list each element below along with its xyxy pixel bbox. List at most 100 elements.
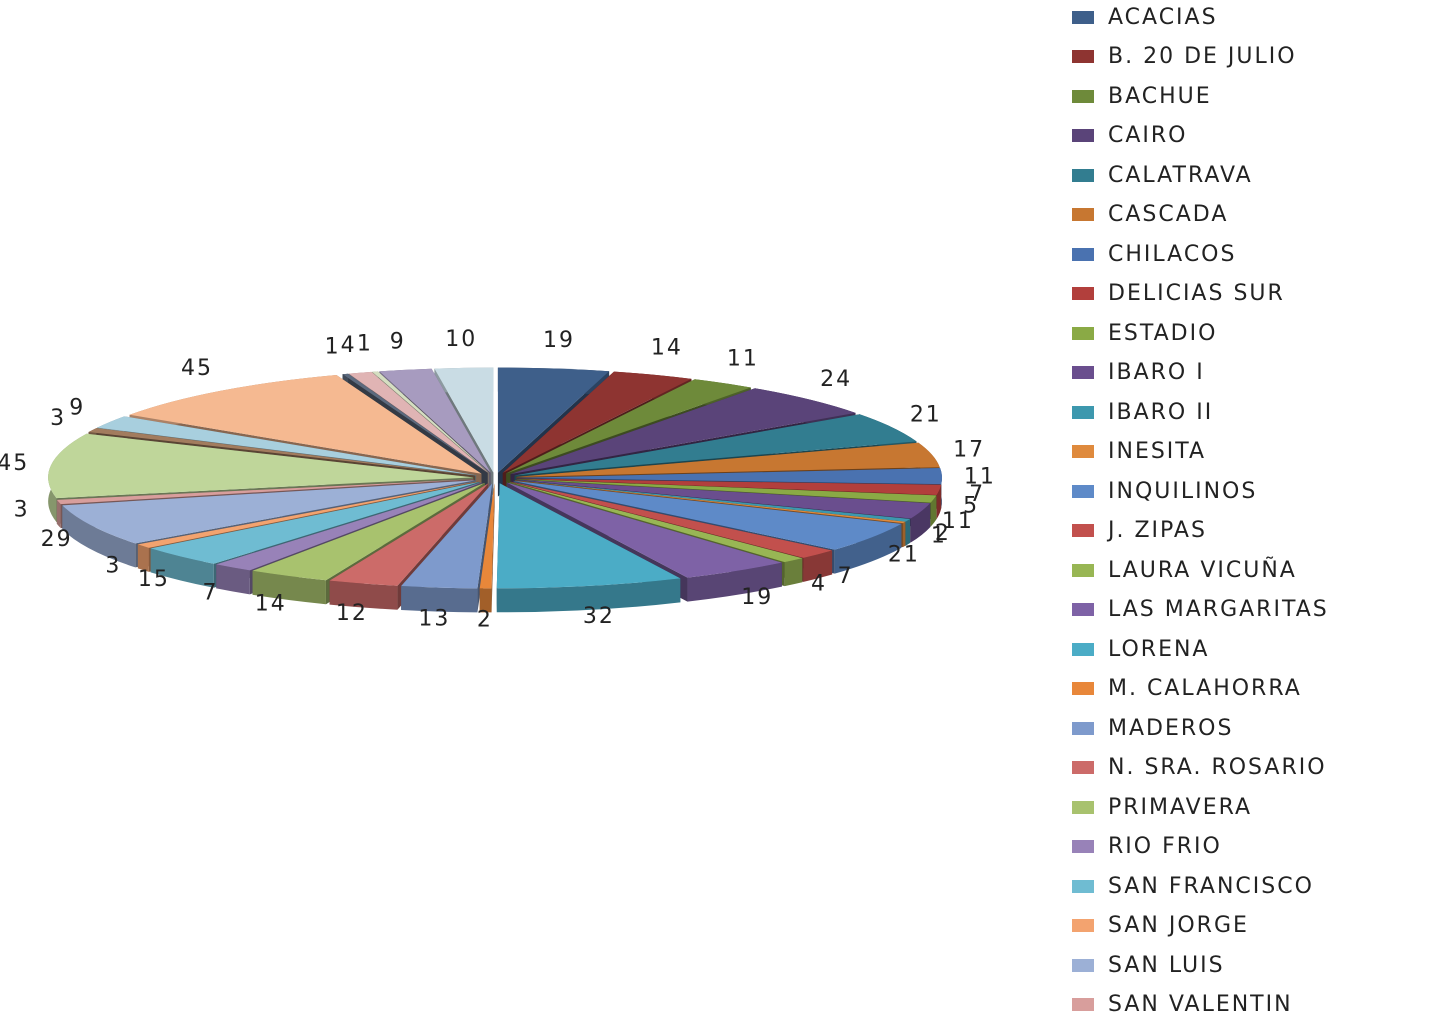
data-label: 11 bbox=[964, 465, 996, 490]
legend-item: ESTADIO bbox=[1072, 318, 1217, 348]
legend-label: INESITA bbox=[1108, 439, 1207, 464]
legend-swatch bbox=[1072, 524, 1094, 537]
pie-slice-rim bbox=[930, 495, 937, 527]
data-label: 9 bbox=[390, 329, 406, 354]
pie-slice-rim bbox=[137, 544, 149, 572]
pie-slice-rim bbox=[496, 578, 681, 613]
data-label: 29 bbox=[41, 527, 73, 552]
pie-slice-top bbox=[48, 433, 474, 499]
pie-slice-top bbox=[515, 479, 931, 519]
pie-slice-top bbox=[379, 368, 491, 473]
data-label: 19 bbox=[741, 585, 773, 610]
legend-label: CASCADA bbox=[1108, 202, 1229, 227]
pie-slice bbox=[496, 483, 681, 613]
data-label: 7 bbox=[838, 564, 854, 589]
data-label: 32 bbox=[583, 604, 615, 629]
pie-slice-top bbox=[506, 482, 782, 578]
legend-swatch bbox=[1072, 287, 1094, 300]
legend-swatch bbox=[1072, 642, 1094, 656]
legend-label: ESTADIO bbox=[1108, 320, 1218, 346]
data-label: 3 bbox=[50, 406, 66, 431]
pie-slice-rim bbox=[905, 518, 911, 546]
legend-item: M. CALAHORRA bbox=[1072, 674, 1302, 704]
data-label: 1 bbox=[325, 335, 341, 360]
legend-swatch bbox=[1072, 168, 1094, 182]
legend-item: LAURA VICUÑA bbox=[1072, 555, 1297, 585]
legend-label: LAS MARGARITAS bbox=[1108, 597, 1329, 622]
data-label: 14 bbox=[255, 592, 287, 617]
legend-swatch bbox=[1072, 879, 1094, 893]
pie-slice-top bbox=[516, 479, 937, 503]
legend-label: SAN LUIS bbox=[1108, 952, 1225, 978]
pie-slice-top bbox=[510, 388, 856, 475]
legend-swatch bbox=[1072, 445, 1094, 458]
data-label: 21 bbox=[910, 403, 942, 428]
data-label: 9 bbox=[69, 396, 85, 421]
pie-slice-top bbox=[502, 371, 692, 473]
legend-swatch bbox=[1072, 484, 1094, 498]
legend-swatch bbox=[1072, 682, 1094, 695]
pie-slice-top bbox=[515, 480, 906, 524]
pie-slice-rim bbox=[150, 548, 214, 588]
pie-slice-top bbox=[62, 480, 476, 544]
data-label: 21 bbox=[888, 543, 920, 568]
pie-slices bbox=[48, 367, 942, 613]
data-label: 3 bbox=[105, 554, 121, 579]
pie-slice-top bbox=[129, 375, 482, 474]
pie-slice-top bbox=[434, 367, 494, 473]
legend-item: SAN JORGE bbox=[1072, 911, 1249, 941]
data-label: 5 bbox=[963, 494, 979, 519]
pie-slice-top bbox=[329, 483, 489, 586]
legend-swatch bbox=[1072, 89, 1094, 103]
pie-slice-top bbox=[496, 483, 681, 589]
pie-slice-rim bbox=[834, 523, 902, 574]
pie-slice-top bbox=[497, 367, 610, 473]
pie-slice-top bbox=[509, 482, 803, 563]
legend-item: SAN LUIS bbox=[1072, 950, 1225, 980]
legend-label: M. CALAHORRA bbox=[1108, 676, 1302, 701]
legend-label: SAN VALENTIN bbox=[1108, 992, 1293, 1017]
legend-label: LAURA VICUÑA bbox=[1108, 557, 1297, 583]
pie-slice-top bbox=[514, 414, 917, 476]
legend-swatch bbox=[1072, 721, 1094, 735]
data-label: 13 bbox=[418, 606, 450, 631]
data-label: 12 bbox=[336, 601, 368, 626]
legend-label: IBARO II bbox=[1108, 399, 1214, 425]
pie-slice-rim bbox=[936, 484, 942, 519]
legend-item: DELICIAS SUR bbox=[1072, 279, 1285, 309]
legend-item: ACACIAS bbox=[1072, 2, 1218, 32]
legend-swatch bbox=[1072, 761, 1094, 774]
data-label: 1 bbox=[931, 524, 947, 549]
legend-swatch bbox=[1072, 840, 1094, 853]
legend-swatch bbox=[1072, 998, 1094, 1011]
legend-swatch bbox=[1072, 563, 1094, 577]
legend-label: SAN JORGE bbox=[1108, 913, 1249, 938]
pie-slice-top bbox=[401, 483, 493, 589]
pie-slice-rim bbox=[902, 521, 906, 548]
legend-item: INESITA bbox=[1072, 437, 1206, 467]
data-label: 15 bbox=[138, 567, 170, 592]
legend-label: MADEROS bbox=[1108, 715, 1234, 741]
data-label: 10 bbox=[445, 327, 477, 352]
legend-swatch bbox=[1072, 405, 1094, 419]
data-label: 11 bbox=[942, 509, 974, 534]
legend-label: PRIMAVERA bbox=[1108, 794, 1253, 820]
legend-swatch bbox=[1072, 366, 1094, 379]
legend-item: CAIRO bbox=[1072, 121, 1188, 151]
pie-slice-rim bbox=[401, 585, 478, 613]
legend-swatch bbox=[1072, 603, 1094, 616]
legend-item: SAN VALENTIN bbox=[1072, 990, 1293, 1020]
legend-label: LORENA bbox=[1108, 636, 1210, 662]
pie-slice-top bbox=[56, 479, 474, 505]
legend-item: RIO FRIO bbox=[1072, 832, 1222, 862]
data-label: 14 bbox=[651, 336, 683, 361]
legend-label: J. ZIPAS bbox=[1108, 518, 1207, 543]
legend-item: PRIMAVERA bbox=[1072, 792, 1252, 822]
legend-swatch bbox=[1072, 958, 1094, 972]
pie-slice-top bbox=[515, 480, 911, 522]
data-label: 17 bbox=[953, 437, 985, 462]
legend-item: N. SRA. ROSARIO bbox=[1072, 753, 1327, 783]
data-label: 3 bbox=[14, 498, 30, 523]
pie-slice-side bbox=[491, 483, 495, 613]
